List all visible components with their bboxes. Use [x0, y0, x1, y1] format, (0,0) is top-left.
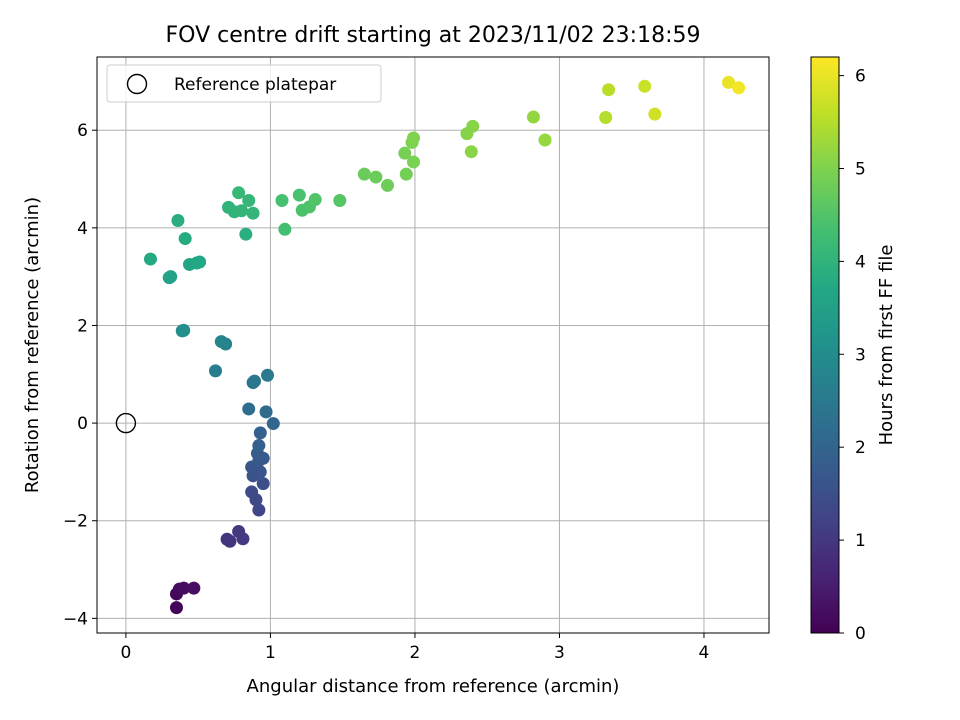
x-tick-label: 1 [265, 643, 276, 663]
data-point [722, 75, 736, 89]
y-tick-label: 6 [77, 121, 88, 141]
data-point [266, 417, 280, 431]
y-tick-label: −4 [63, 609, 88, 629]
data-point [171, 214, 185, 228]
y-axis-label: Rotation from reference (arcmin) [22, 197, 43, 493]
data-point [357, 167, 371, 181]
data-point [406, 155, 420, 169]
colorbar-ticks: 0 1 2 3 4 5 6 [839, 67, 866, 644]
data-point [223, 534, 237, 548]
x-tick-label: 4 [699, 643, 710, 663]
plot-area-border [96, 56, 770, 634]
reference-platepar-marker [115, 412, 137, 434]
data-point [236, 532, 250, 546]
data-point [292, 188, 306, 202]
data-point [169, 601, 183, 615]
data-point [242, 402, 256, 416]
data-point [214, 335, 228, 349]
data-point [177, 581, 191, 595]
data-point [246, 206, 260, 220]
axis-ticks: 0 1 2 3 4 −4 −2 0 2 4 6 [63, 121, 709, 663]
colorbar-tick-label: 0 [855, 624, 866, 644]
x-tick-label: 0 [120, 643, 131, 663]
data-point [256, 477, 270, 491]
data-point [398, 146, 412, 160]
data-point [380, 178, 394, 192]
data-point [308, 193, 322, 207]
data-point [248, 374, 262, 388]
colorbar-tick-label: 3 [855, 345, 866, 365]
legend: Reference platepar [106, 64, 382, 103]
legend-box [106, 64, 382, 103]
scatter-points [115, 75, 746, 615]
data-point [406, 131, 420, 145]
data-point [464, 145, 478, 159]
data-point [242, 194, 256, 208]
x-axis-label: Angular distance from reference (arcmin) [247, 676, 620, 697]
data-point [369, 170, 383, 184]
colorbar-tick-label: 4 [855, 252, 866, 272]
legend-label: Reference platepar [174, 75, 336, 95]
data-point [232, 186, 246, 200]
data-point [252, 439, 266, 453]
colorbar-tick-label: 1 [855, 531, 866, 551]
data-point [278, 222, 292, 236]
colorbar-label: Hours from first FF file [876, 245, 897, 446]
colorbar-tick-label: 2 [855, 438, 866, 458]
colorbar-gradient [810, 56, 840, 634]
data-point [602, 83, 616, 97]
data-point [526, 110, 540, 124]
data-point [538, 133, 552, 147]
data-point [648, 107, 662, 121]
data-point [193, 255, 207, 269]
data-point [275, 194, 289, 208]
data-point [252, 503, 266, 517]
legend-marker [126, 73, 148, 95]
data-point [178, 232, 192, 246]
data-point [239, 227, 253, 241]
data-point [143, 252, 157, 266]
x-tick-label: 2 [410, 643, 421, 663]
data-point [638, 79, 652, 93]
chart-title: FOV centre drift starting at 2023/11/02 … [166, 23, 701, 48]
colorbar: 0 1 2 3 4 5 6 Hours from first FF file [810, 56, 897, 644]
data-point [333, 194, 347, 208]
colorbar-tick-label: 5 [855, 159, 866, 179]
data-point [177, 323, 191, 337]
y-tick-label: 0 [77, 414, 88, 434]
axes-frame [96, 56, 770, 634]
y-tick-label: −2 [63, 512, 88, 532]
data-point [187, 581, 201, 595]
data-point [245, 485, 259, 499]
data-point [164, 270, 178, 284]
x-tick-label: 3 [554, 643, 565, 663]
data-point [399, 167, 413, 181]
colorbar-tick-label: 6 [855, 67, 866, 87]
data-point [259, 405, 273, 419]
data-point [466, 119, 480, 133]
data-point [732, 81, 746, 95]
y-tick-label: 2 [77, 316, 88, 336]
grid-lines [97, 57, 769, 633]
data-point [235, 204, 249, 218]
data-point [261, 368, 275, 382]
data-point [253, 426, 267, 440]
data-point [599, 111, 613, 125]
y-tick-label: 4 [77, 219, 88, 239]
data-point [209, 364, 223, 378]
